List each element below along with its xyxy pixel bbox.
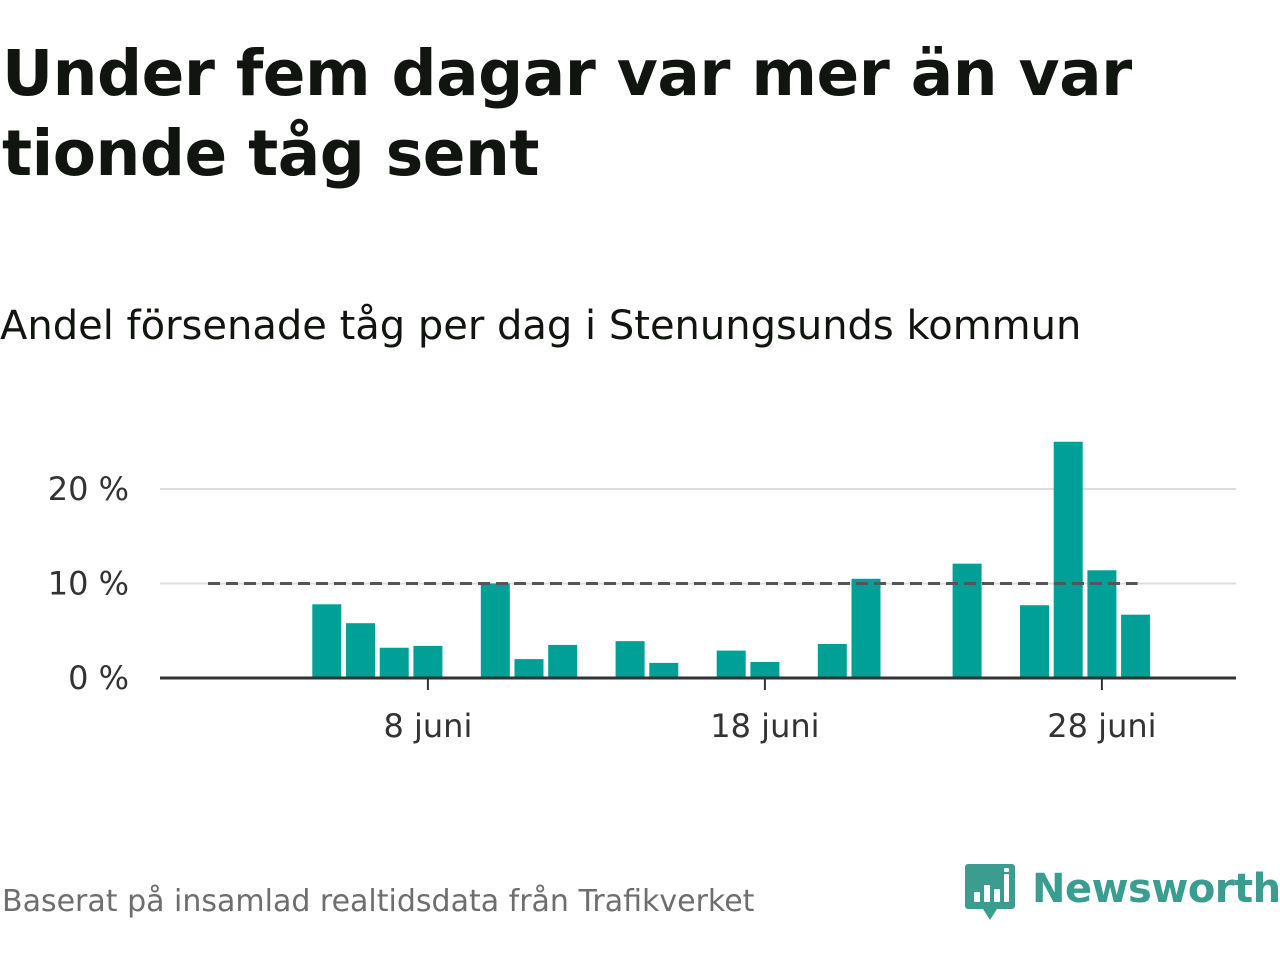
bar-chart: 0 % 10 % 20 % 8 juni 18 juni 28 juni bbox=[48, 441, 1236, 745]
bar bbox=[548, 644, 578, 678]
brand-logo: Newsworthy bbox=[964, 862, 1280, 926]
bar bbox=[379, 647, 409, 678]
x-tick-label: 28 juni bbox=[1047, 707, 1156, 745]
bar bbox=[851, 578, 881, 678]
y-axis-tick-labels: 0 % 10 % 20 % bbox=[48, 470, 129, 697]
bar bbox=[952, 563, 982, 678]
bar bbox=[615, 641, 645, 678]
x-axis-tick-labels: 8 juni 18 juni 28 juni bbox=[383, 707, 1156, 745]
bars bbox=[312, 441, 1151, 678]
bar bbox=[1053, 441, 1083, 678]
bar bbox=[716, 650, 746, 678]
bar bbox=[413, 645, 443, 678]
bar bbox=[1020, 605, 1049, 678]
bar bbox=[1087, 570, 1117, 678]
bar bbox=[649, 662, 679, 678]
bar bbox=[750, 661, 780, 678]
source-note: Baserat på insamlad realtidsdata från Tr… bbox=[2, 884, 755, 919]
bar bbox=[312, 604, 342, 678]
chart-subtitle: Andel försenade tåg per dag i Stenungsun… bbox=[0, 303, 1082, 349]
brand-name: Newsworthy bbox=[1032, 866, 1280, 912]
chart-title: Under fem dagar var mer än var tionde tå… bbox=[2, 37, 1132, 190]
y-tick-label: 0 % bbox=[68, 659, 129, 697]
bar bbox=[514, 659, 544, 678]
x-axis bbox=[160, 676, 1236, 690]
x-tick-label: 18 juni bbox=[710, 707, 819, 745]
bar bbox=[480, 583, 510, 678]
bar bbox=[346, 623, 375, 678]
x-tick-label: 8 juni bbox=[383, 707, 472, 745]
newsworthy-logo-icon bbox=[965, 864, 1015, 920]
y-tick-label: 10 % bbox=[48, 565, 129, 603]
bar bbox=[817, 643, 847, 678]
bar bbox=[1121, 614, 1151, 678]
y-tick-label: 20 % bbox=[48, 470, 129, 508]
